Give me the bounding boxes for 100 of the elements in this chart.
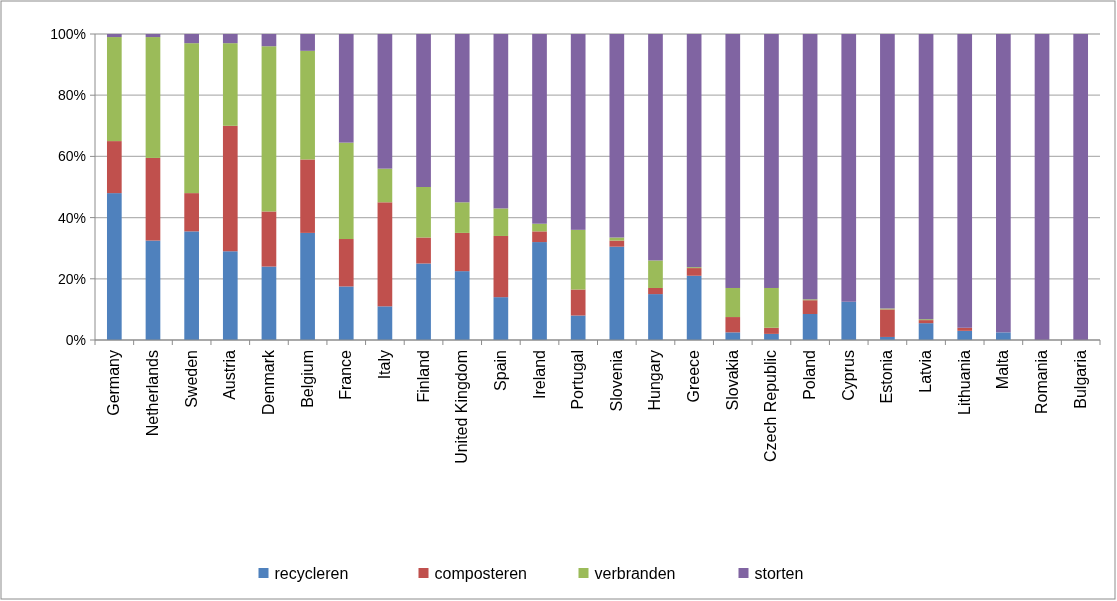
- bar: [996, 34, 1011, 333]
- bar: [996, 332, 1011, 340]
- bar: [918, 34, 934, 320]
- y-tick-label: 20%: [57, 270, 86, 287]
- x-tick-label: Greece: [685, 349, 703, 403]
- bar: [377, 34, 393, 169]
- bar: [300, 34, 315, 51]
- y-tick-label: 80%: [57, 87, 86, 104]
- x-tick-label: Netherlands: [143, 350, 161, 437]
- y-tick-label: 60%: [57, 148, 86, 165]
- bar: [957, 34, 973, 328]
- bar: [145, 157, 161, 241]
- y-tick-label: 100%: [50, 25, 86, 42]
- bar: [300, 50, 315, 160]
- x-tick-label: Spain: [491, 350, 509, 391]
- bar: [261, 46, 277, 212]
- bar: [338, 142, 354, 240]
- bar: [222, 43, 238, 126]
- bar: [106, 34, 122, 38]
- bar: [841, 301, 857, 340]
- bar: [802, 300, 818, 314]
- bar: [106, 37, 122, 142]
- bar: [648, 287, 663, 295]
- bar: [184, 34, 199, 44]
- x-tick-label: United Kingdom: [453, 350, 471, 464]
- x-tick-label: Italy: [375, 350, 393, 380]
- bar: [454, 271, 470, 340]
- bar: [802, 313, 818, 340]
- bar: [454, 202, 470, 233]
- x-tick-label: Belgium: [298, 350, 316, 408]
- x-tick-label: Hungary: [646, 350, 664, 411]
- bar: [222, 34, 238, 44]
- bar: [377, 168, 393, 203]
- bar: [222, 251, 238, 340]
- x-tick-label: Cyprus: [839, 350, 857, 401]
- bar: [261, 34, 277, 47]
- bar: [686, 34, 702, 268]
- x-tick-label: Romania: [1033, 349, 1051, 415]
- bar: [300, 232, 315, 340]
- bar: [184, 43, 199, 194]
- bar: [145, 37, 161, 158]
- bar: [532, 231, 547, 243]
- x-tick-label: Bulgaria: [1071, 349, 1089, 409]
- bar: [725, 317, 741, 333]
- x-tick-label: Sweden: [182, 350, 200, 408]
- bar: [184, 193, 199, 232]
- x-tick-label: Austria: [221, 349, 239, 400]
- bar: [493, 297, 509, 340]
- bar: [686, 268, 702, 276]
- bar: [261, 211, 277, 267]
- bar: [338, 239, 354, 287]
- bar: [570, 34, 586, 230]
- bar: [377, 306, 393, 340]
- x-tick-label: Lithuania: [955, 349, 973, 415]
- bar: [570, 289, 586, 316]
- bar: [416, 263, 431, 340]
- x-tick-label: Ireland: [530, 350, 548, 399]
- bar: [106, 141, 122, 194]
- bar: [493, 235, 509, 298]
- bar: [106, 193, 122, 340]
- bar: [222, 125, 238, 252]
- x-tick-label: Denmark: [259, 349, 277, 415]
- bar: [609, 237, 625, 241]
- bar: [454, 232, 470, 272]
- bar: [261, 266, 277, 340]
- x-tick-label: Finland: [414, 350, 432, 403]
- bar: [764, 34, 779, 288]
- bar: [686, 275, 702, 340]
- bar: [841, 34, 857, 302]
- bar: [416, 237, 431, 264]
- bar: [493, 34, 509, 209]
- bar: [764, 287, 779, 328]
- bar: [416, 34, 431, 187]
- bar: [416, 187, 431, 238]
- bar: [532, 34, 547, 224]
- bar: [1073, 34, 1089, 340]
- bar: [570, 229, 586, 290]
- bar: [880, 34, 895, 309]
- x-tick-label: Estonia: [878, 349, 896, 404]
- bar: [145, 240, 161, 340]
- bar: [802, 34, 818, 300]
- bar: [725, 34, 741, 288]
- x-tick-label: Czech Republic: [762, 350, 780, 463]
- bar: [145, 34, 161, 38]
- bar: [609, 34, 625, 238]
- bar: [764, 327, 779, 334]
- x-tick-label: Poland: [801, 350, 819, 400]
- legend-label: storten: [754, 564, 804, 582]
- bar: [454, 34, 470, 203]
- x-tick-label: Latvia: [917, 349, 935, 393]
- x-tick-label: Portugal: [569, 350, 587, 410]
- bar: [493, 208, 509, 236]
- bar: [570, 315, 586, 340]
- bar: [918, 323, 934, 340]
- bar: [532, 242, 547, 340]
- x-tick-label: France: [337, 349, 355, 400]
- bar: [648, 34, 663, 261]
- bar: [377, 202, 393, 307]
- x-tick-label: Malta: [994, 349, 1012, 390]
- y-tick-label: 0%: [65, 331, 86, 348]
